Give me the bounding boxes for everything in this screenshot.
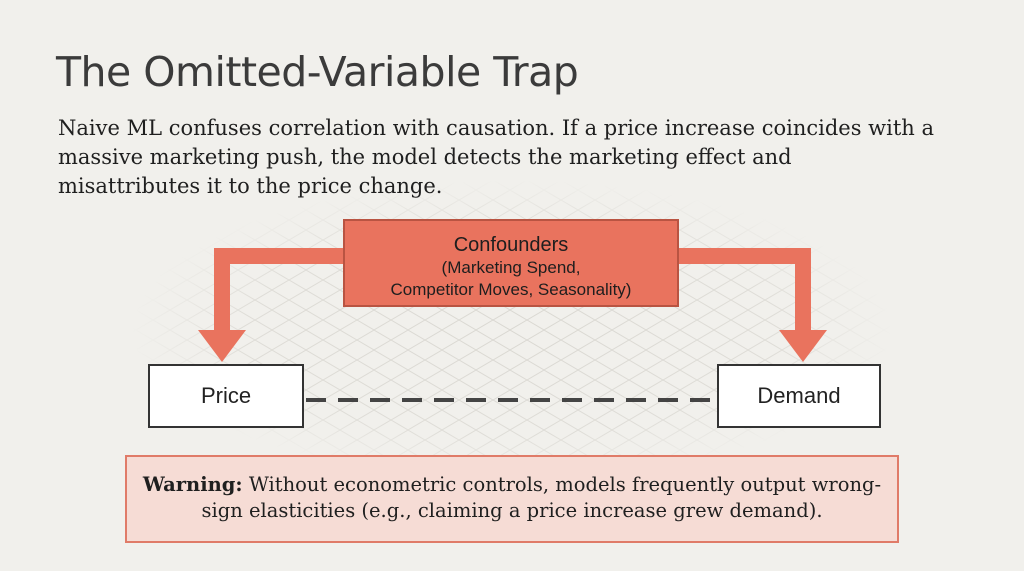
warning-label: Warning: (142, 473, 243, 496)
confounders-list-line1: (Marketing Spend, (441, 258, 581, 277)
warning-callout: Warning: Without econometric controls, m… (125, 455, 899, 543)
confounder-to-demand-arrow (677, 248, 811, 336)
intro-paragraph: Naive ML confuses correlation with causa… (58, 116, 935, 198)
demand-node: Demand (717, 364, 881, 428)
confounders-box: Confounders (Marketing Spend, Competitor… (343, 219, 679, 307)
price-label: Price (200, 383, 252, 408)
confounders-title: Confounders (453, 234, 569, 256)
demand-arrowhead (779, 330, 827, 362)
price-arrowhead (198, 330, 246, 362)
confounder-to-price-arrow (214, 248, 345, 336)
price-node: Price (148, 364, 304, 428)
confounders-list-line2: Competitor Moves, Seasonality) (390, 280, 632, 299)
warning-text: Without econometric controls, models fre… (201, 473, 882, 522)
page-title: The Omitted-Variable Trap (56, 48, 579, 96)
demand-label: Demand (757, 383, 841, 408)
